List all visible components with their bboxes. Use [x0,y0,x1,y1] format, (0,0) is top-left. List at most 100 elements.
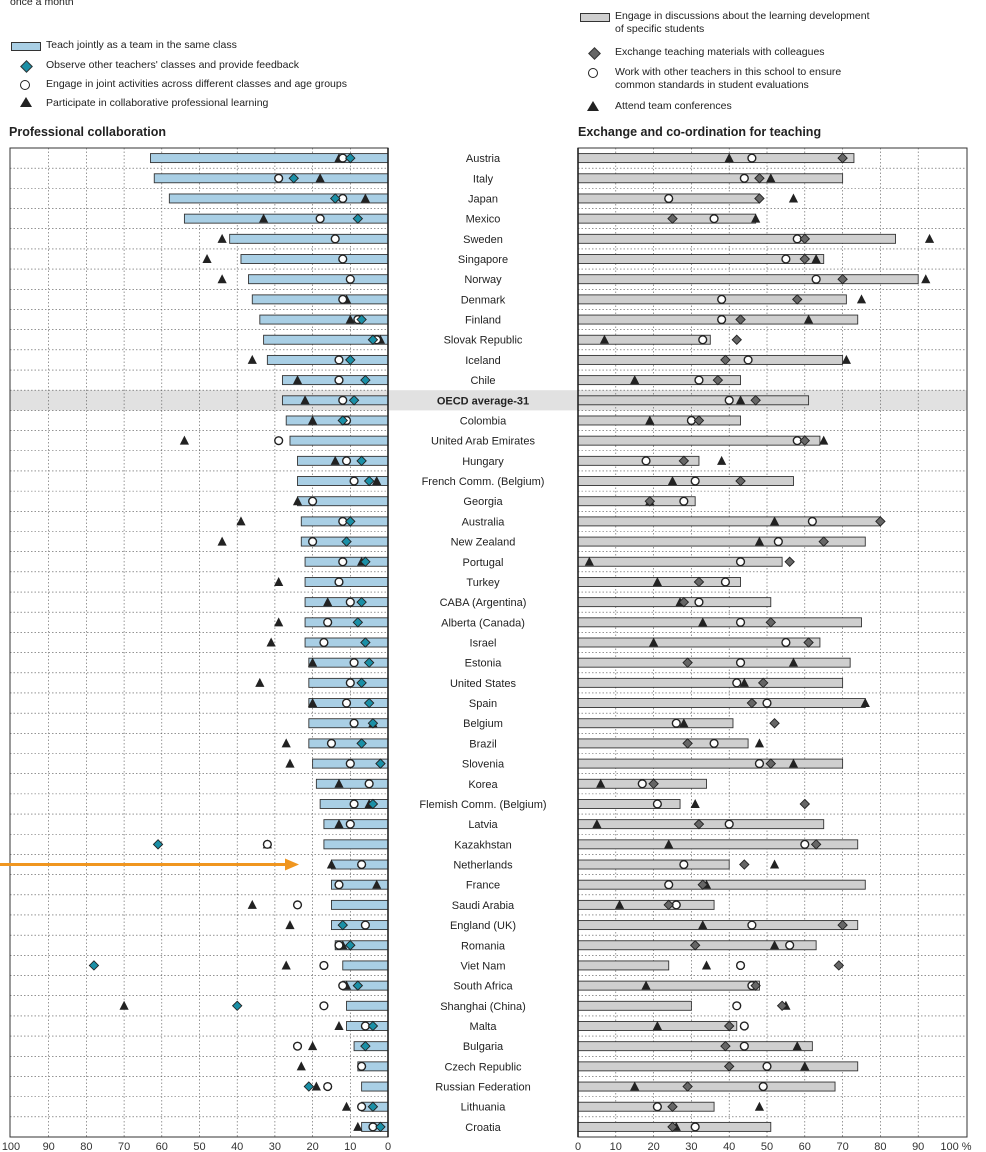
right-diamond-marker [776,1000,788,1012]
right-circle-marker [735,658,746,668]
left-bar [304,637,389,648]
category-label: French Comm. (Belgium) [422,476,545,488]
left-triangle-marker [360,193,370,203]
left-triangle-marker [296,1061,306,1071]
right-axis-tick-label: 60 [799,1141,811,1152]
left-triangle-marker [326,859,337,869]
right-circle-marker [739,1021,749,1031]
right-circle-marker [811,274,821,284]
right-axis-tick-label: 70 [836,1141,848,1152]
category-label: Georgia [463,496,503,508]
left-circle-marker [274,436,284,446]
right-triangle-marker [645,415,655,425]
category-label: Shanghai (China) [440,1001,526,1013]
left-circle-marker [345,597,355,607]
left-circle-marker [308,536,318,547]
right-circle-marker [679,496,689,506]
left-circle-marker [334,577,344,587]
right-diamond-marker [697,879,708,890]
left-circle-marker [326,738,337,749]
left-triangle-marker [266,637,276,647]
right-circle-marker [735,960,746,971]
right-triangle-marker [800,1061,810,1071]
right-circle-marker [747,920,757,930]
right-diamond-marker [799,253,811,265]
legend-label-joint-activities: Engage in joint activities across differ… [46,78,347,90]
right-triangle-marker [754,738,765,748]
category-label: Japan [468,193,498,205]
right-triangle-marker [769,940,780,950]
left-diamond-marker [363,475,375,487]
left-diamond-marker [152,839,164,850]
right-bar [577,334,711,345]
left-bar [346,1000,389,1011]
left-circle-marker [292,1041,303,1051]
left-diamond-marker [367,334,379,345]
category-label: Korea [468,779,498,791]
pointer-arrow-head [285,858,299,871]
category-label: OECD average-31 [437,395,529,407]
left-circle-marker [338,254,348,264]
left-circle-marker [341,698,352,708]
category-label: Malta [470,1021,498,1033]
left-circle-marker [349,476,359,486]
left-circle-marker [338,294,348,304]
right-axis-tick-label: 20 [647,1141,659,1152]
left-triangle-marker [353,1121,363,1131]
left-triangle-marker [274,617,284,627]
left-bar [259,314,389,325]
right-circle-marker [762,698,772,708]
right-circle-marker [724,395,734,405]
category-label: Israel [470,638,497,650]
left-triangle-marker [217,233,227,243]
right-bar [577,899,715,910]
left-diamond-marker [352,980,364,991]
right-triangle-marker [652,576,662,586]
right-diamond-marker [689,940,701,951]
left-circle-marker [315,214,325,224]
left-circle-marker [330,234,340,244]
right-triangle-marker [735,395,746,405]
category-label: Colombia [460,415,507,427]
left-diamond-marker [356,455,367,467]
category-label: Mexico [466,214,501,226]
left-triangle-marker [119,1000,129,1010]
right-panel-title: Exchange and co-ordination for teaching [578,125,822,139]
right-triangle-marker [679,718,689,728]
left-axis-tick-label: 0 [385,1141,391,1152]
right-circle-marker [747,153,757,163]
right-triangle-marker [819,435,829,445]
right-bar [577,597,772,608]
category-label: Portugal [463,557,504,569]
right-bar [577,233,896,244]
legend-bar-icon [11,42,41,51]
right-bar [577,476,794,486]
left-triangle-marker [179,435,190,445]
right-diamond-marker [750,980,761,991]
top-note: once a month [10,0,74,8]
left-triangle-marker [330,455,340,465]
left-triangle-marker [285,920,295,930]
right-bar [577,274,919,285]
left-circle-marker [319,637,329,648]
right-circle-marker [735,617,746,627]
left-triangle-marker [308,657,318,667]
left-axis-tick-label: 70 [118,1141,130,1152]
left-bar [331,899,389,910]
right-diamond-marker [792,294,803,305]
left-triangle-marker [217,536,227,546]
category-label: Lithuania [461,1102,507,1114]
right-circle-marker [743,355,753,365]
legend-label-observe: Observe other teachers' classes and prov… [46,59,299,71]
right-diamond-marker [667,1121,678,1133]
category-label: Singapore [458,254,508,266]
left-circle-marker [338,557,348,567]
left-bar [153,173,389,184]
left-triangle-marker [315,173,325,183]
left-circle-marker [360,920,370,930]
legend-label-common-standards: Work with other teachers in this school … [615,66,842,91]
right-diamond-marker [678,455,690,467]
left-triangle-marker [292,375,303,385]
right-diamond-marker [667,1101,678,1112]
right-circle-marker [735,557,746,567]
